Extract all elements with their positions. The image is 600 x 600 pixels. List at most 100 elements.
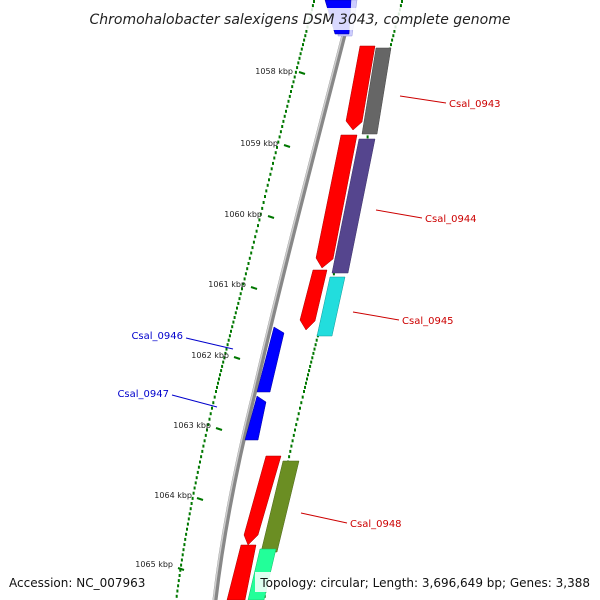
ruler-dot <box>196 470 199 474</box>
tick-1058 <box>298 71 306 75</box>
kbp-label-1061: 1061 kbp <box>208 280 246 289</box>
ruler-dot <box>227 338 230 342</box>
ruler-dot <box>222 360 225 364</box>
ruler-dot <box>304 385 306 389</box>
kbp-label-1064: 1064 kbp <box>154 491 192 500</box>
ruler-dot <box>218 377 220 381</box>
ruler-dot <box>230 329 232 333</box>
ruler-dot <box>300 47 303 51</box>
ruler-dot <box>232 320 235 324</box>
cog-bar-csal-0943 <box>361 47 392 135</box>
ruler-dot <box>291 85 294 89</box>
ruler-dot <box>217 381 219 385</box>
ruler-dot <box>213 395 216 399</box>
forward-genes <box>226 45 376 600</box>
gene-label-csal-0945[interactable]: Csal_0945 <box>402 316 454 327</box>
tick-1060 <box>267 215 275 219</box>
ruler-dot <box>193 486 196 490</box>
ruler-dot <box>393 29 396 33</box>
ruler-dot <box>261 206 264 210</box>
ruler-dot <box>231 325 234 329</box>
ruler-dot <box>195 476 198 480</box>
tick-1059 <box>283 144 291 148</box>
ruler-dot <box>297 412 300 416</box>
ruler-dot <box>186 527 188 531</box>
ruler-dot <box>293 75 296 79</box>
ruler-dot <box>278 135 281 139</box>
ruler-dot <box>305 29 308 33</box>
ruler-dot <box>273 156 276 160</box>
ruler-dot <box>264 195 266 198</box>
ruler-dot <box>233 316 236 319</box>
ruler-dot <box>312 351 315 355</box>
tick-1064 <box>196 497 204 501</box>
ruler-dot <box>180 563 183 567</box>
ruler-dot <box>179 568 182 572</box>
connector-csal-0946 <box>185 337 234 350</box>
ruler-dot <box>228 334 231 338</box>
gene-label-csal-0946[interactable]: Csal_0946 <box>131 331 183 342</box>
cog-bar-csal-0948 <box>260 460 300 553</box>
ruler-dot <box>391 38 394 42</box>
tick-1065 <box>177 567 185 571</box>
ruler-dot <box>285 109 287 113</box>
gene-arrow-csal-0944 <box>315 134 358 269</box>
ruler-dot <box>176 589 179 593</box>
ruler-dot <box>299 406 301 410</box>
ruler-dot <box>246 267 249 271</box>
gene-label-csal-0948[interactable]: Csal_0948 <box>350 519 402 530</box>
ruler-dot <box>262 201 265 204</box>
accession-text: Accession: NC_007963 <box>9 576 145 590</box>
ruler-dot <box>298 56 301 60</box>
footer-backdrop-right <box>255 572 600 592</box>
ruler-dot <box>241 287 243 291</box>
ruler-dot <box>288 94 291 98</box>
ruler-dot <box>301 395 304 399</box>
ruler-dot <box>265 189 268 193</box>
ruler-dot <box>180 558 183 562</box>
gene-arrow-csal-0948 <box>243 455 282 546</box>
ruler-dot <box>313 347 316 351</box>
ruler-dot <box>209 412 212 416</box>
cog-bar-csal-0945 <box>316 276 346 337</box>
ruler-dot <box>223 356 226 360</box>
kbp-label-1059: 1059 kbp <box>240 139 278 148</box>
ruler-dot <box>188 512 191 516</box>
kbp-label-1065: 1065 kbp <box>135 560 173 569</box>
ruler-dot <box>309 364 312 368</box>
map-title: Chromohalobacter salexigens DSM 3043, co… <box>90 12 511 28</box>
ruler-dot <box>181 553 184 557</box>
ruler-dot <box>307 373 309 377</box>
ruler-dot <box>212 401 215 405</box>
ruler-dot <box>183 543 186 547</box>
gene-labels: Csal_0943 Csal_0944 Csal_0945 Csal_0948 … <box>117 99 500 530</box>
ruler-dot <box>283 114 286 118</box>
ruler-dot <box>390 43 392 47</box>
ruler-dot <box>254 235 257 239</box>
cog-bar-csal-0944 <box>331 138 376 274</box>
ruler-dot <box>282 119 285 123</box>
ruler-dot <box>201 449 204 453</box>
ruler-dot <box>239 292 242 296</box>
ruler-dot <box>366 135 369 139</box>
ruler-dot <box>300 401 303 405</box>
ruler-dot <box>315 338 318 342</box>
kbp-label-1058: 1058 kbp <box>255 67 293 76</box>
ruler-dot <box>251 246 254 250</box>
ruler-dot <box>252 240 255 244</box>
connector-csal-0944 <box>375 209 423 219</box>
ruler-dot <box>299 52 302 56</box>
gene-label-csal-0944[interactable]: Csal_0944 <box>425 214 477 225</box>
ruler-dot <box>189 507 192 511</box>
ruler-dot <box>184 537 187 541</box>
ruler-dot <box>243 277 246 281</box>
gene-label-csal-0947[interactable]: Csal_0947 <box>117 389 169 400</box>
ruler-dot <box>288 455 291 459</box>
ruler-dot <box>237 301 240 305</box>
kbp-label-1062: 1062 kbp <box>191 351 229 360</box>
gene-label-csal-0943[interactable]: Csal_0943 <box>449 99 501 110</box>
tick-1063 <box>215 427 223 431</box>
gene-arrow-csal-0945 <box>299 269 328 331</box>
ruler-dot <box>187 517 190 521</box>
ruler-dot <box>247 262 250 265</box>
